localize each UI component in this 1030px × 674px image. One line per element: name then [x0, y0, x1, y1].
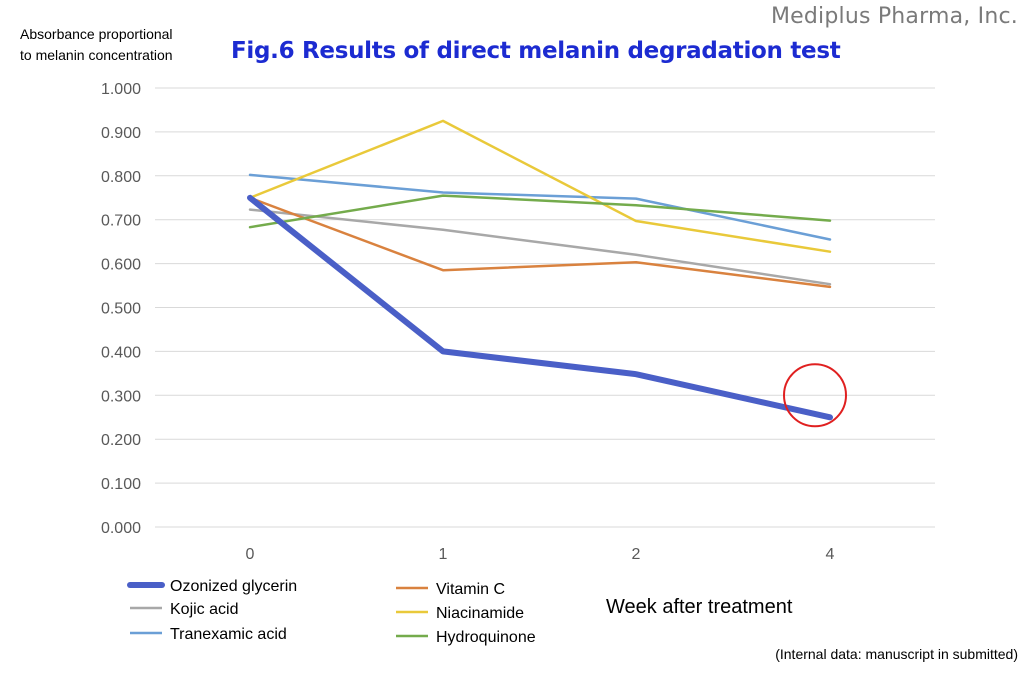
company-name: Mediplus Pharma, Inc. — [770, 4, 1018, 29]
y-tick-label: 0.900 — [101, 125, 141, 142]
y-tick-label: 1.000 — [101, 81, 141, 98]
series-line-vitamin-c — [248, 196, 832, 289]
y-tick-label: 0.200 — [101, 432, 141, 449]
highlight-circle — [783, 363, 847, 428]
legend-label-ozonized-glycerin: Ozonized glycerin — [170, 578, 297, 595]
figure-title: Fig.6 Results of direct melanin degradat… — [231, 38, 841, 64]
x-tick-label: 1 — [439, 546, 448, 563]
y-tick-label: 0.700 — [101, 213, 141, 230]
series-line-hydroquinone — [248, 194, 832, 229]
legend-label-niacinamide: Niacinamide — [436, 605, 524, 622]
y-tick-label: 0.400 — [101, 344, 141, 361]
annotation — [783, 363, 847, 428]
y-tick-labels: 0.000 0.100 0.200 0.300 0.400 0.500 0.600 0.700… — [101, 81, 141, 537]
x-axis-label: Week after treatment — [606, 596, 793, 618]
y-tick-label: 0.100 — [101, 476, 141, 493]
x-tick-label: 4 — [826, 546, 835, 563]
legend-label-kojic-acid: Kojic acid — [170, 601, 238, 618]
legend-label-vitamin-c: Vitamin C — [436, 581, 505, 598]
legend-label-tranexamic-acid: Tranexamic acid — [170, 626, 287, 643]
y-tick-label: 0.300 — [101, 388, 141, 405]
legend: Ozonized glycerin Kojic acid Tranexamic ac… — [127, 578, 536, 646]
y-tick-label: 0.600 — [101, 257, 141, 274]
y-axis-label-line1: Absorbance proportional — [20, 26, 173, 42]
x-tick-label: 0 — [246, 546, 255, 563]
series-line-niacinamide — [248, 119, 832, 253]
x-tick-label: 2 — [632, 546, 641, 563]
y-tick-label: 0.500 — [101, 301, 141, 318]
data-source-note: (Internal data: manuscript in submitted) — [775, 646, 1018, 662]
series-line-tranexamic-acid — [248, 173, 832, 241]
legend-label-hydroquinone: Hydroquinone — [436, 629, 536, 646]
y-tick-label: 0.800 — [101, 169, 141, 186]
series-lines — [247, 119, 833, 421]
series-line-ozonized-glycerin — [247, 194, 833, 421]
y-tick-label: 0.000 — [101, 520, 141, 537]
x-tick-labels: 0 1 2 4 — [246, 546, 835, 563]
y-axis-label-line2: to melanin concentration — [20, 47, 173, 63]
gridlines — [155, 87, 935, 528]
y-axis-label: Absorbance proportional to melanin conce… — [20, 24, 173, 66]
series-line-kojic-acid — [248, 208, 832, 286]
